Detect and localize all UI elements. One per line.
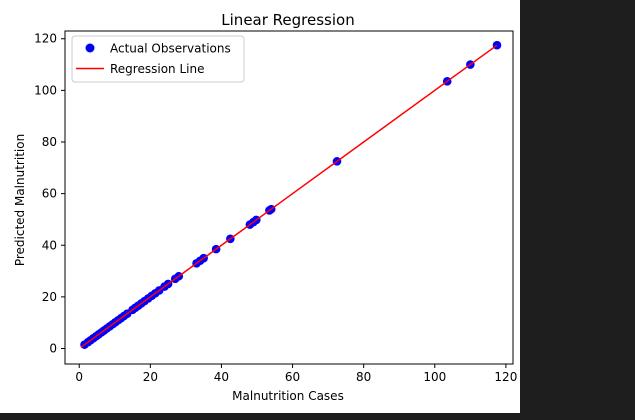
x-tick-label: 0 [75, 370, 83, 384]
y-tick-label: 20 [42, 290, 57, 304]
legend-label-actual-observations: Actual Observations [110, 42, 231, 56]
y-tick-label: 120 [34, 32, 57, 46]
x-tick-label: 100 [423, 370, 446, 384]
regression-line [80, 44, 498, 348]
y-tick-label: 80 [42, 135, 57, 149]
y-axis-label: Predicted Malnutrition [13, 134, 27, 266]
legend-marker-actual-observations [85, 43, 95, 53]
y-tick-label: 40 [42, 238, 57, 252]
x-tick-label: 60 [285, 370, 300, 384]
y-tick-label: 100 [34, 83, 57, 97]
chart-title: Linear Regression [221, 11, 354, 29]
legend-box [71, 35, 245, 83]
axes-frame [64, 30, 514, 365]
x-tick-label: 20 [143, 370, 158, 384]
x-tick-label: 80 [356, 370, 371, 384]
x-tick-label: 120 [494, 370, 517, 384]
x-tick-label: 40 [214, 370, 229, 384]
x-axis-label: Malnutrition Cases [232, 389, 344, 403]
legend-label-regression-line: Regression Line [110, 62, 204, 76]
y-tick-label: 60 [42, 187, 57, 201]
plot-area: 0 20 40 60 80 100 120 0 20 40 60 80 100 120 [34, 30, 517, 384]
legend: Actual Observations Regression Line [71, 35, 245, 83]
y-tick-label: 0 [49, 342, 57, 356]
